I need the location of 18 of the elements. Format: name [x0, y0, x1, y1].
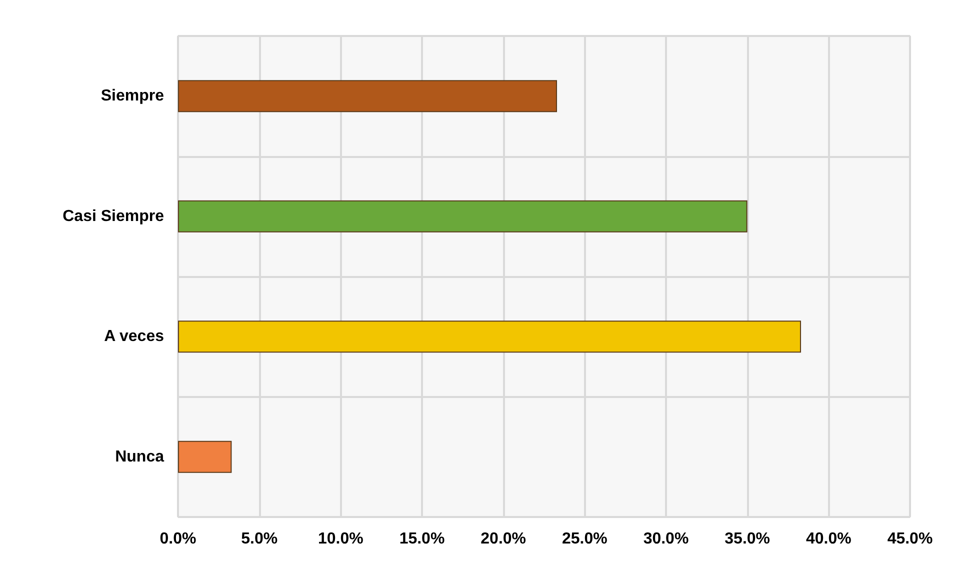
bar: [178, 80, 558, 112]
y-tick-label: Siempre: [100, 88, 164, 105]
bar: [178, 200, 748, 232]
x-tick-label: 40.0%: [806, 530, 852, 548]
x-tick-label: 25.0%: [562, 530, 608, 548]
x-tick-label: 10.0%: [318, 530, 364, 548]
y-tick-label: Casi Siempre: [62, 208, 164, 225]
x-tick-label: 45.0%: [887, 530, 933, 548]
x-tick-label: 5.0%: [241, 530, 278, 548]
x-tick-label: 20.0%: [480, 530, 526, 548]
bar: [178, 440, 232, 473]
x-tick-label: 0.0%: [160, 530, 196, 548]
bar: [178, 320, 802, 353]
y-tick-label: Nunca: [115, 448, 164, 466]
y-tick-label: A veces: [104, 328, 164, 346]
x-tick-label: 30.0%: [643, 530, 689, 548]
x-tick-label: 35.0%: [724, 530, 770, 548]
x-tick-label: 15.0%: [399, 530, 445, 548]
